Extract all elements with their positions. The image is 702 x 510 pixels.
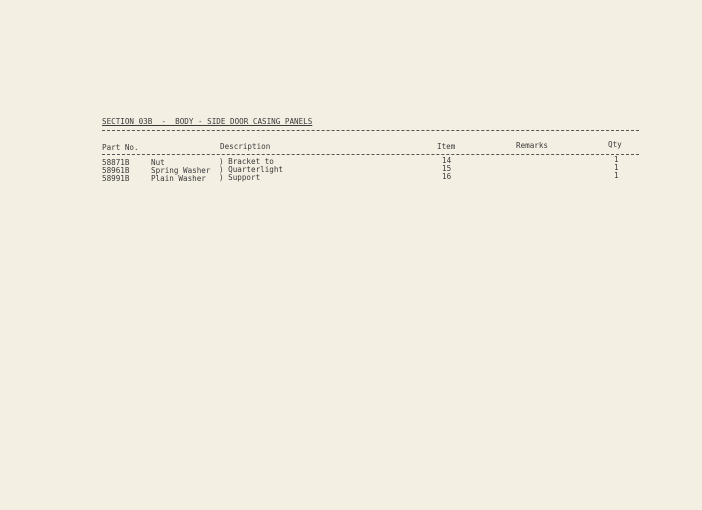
qty: 1 [614,171,619,180]
part-description: ) Support [219,173,261,182]
part-name: Spring Washer [151,166,211,175]
item: 16 [442,172,452,181]
header-remarks: Remarks [516,141,549,150]
divider [102,130,639,131]
part-description: ) Bracket to [219,157,274,166]
header-description: Description [220,142,271,151]
item: 15 [442,164,452,173]
qty: 1 [614,155,619,164]
header-qty: Qty [608,140,622,149]
item: 14 [442,156,452,165]
part-description: ) Quarterlight [219,165,284,174]
header-item: Item [437,142,456,151]
header-part-no: Part No. [102,143,139,152]
part-name: Plain Washer [151,174,206,183]
part-no: 58991B [102,174,130,183]
divider [102,154,639,155]
qty: 1 [614,163,619,172]
part-no: 58961B [102,166,130,175]
part-name: Nut [151,158,165,167]
section-title: SECTION 03B - BODY - SIDE DOOR CASING PA… [102,117,313,126]
part-no: 58871B [102,158,130,167]
